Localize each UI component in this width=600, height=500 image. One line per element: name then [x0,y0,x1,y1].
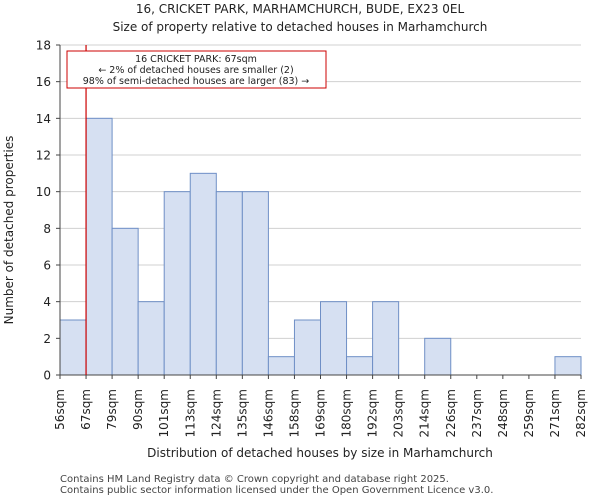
bar [189,172,217,376]
footer-copyright: Contains HM Land Registry data © Crown c… [60,474,449,485]
annotation-box [66,50,327,89]
bars [59,117,582,376]
bar [215,191,243,376]
x-tick-label: 259sqm [522,389,536,437]
x-tick-label: 56sqm [53,389,67,430]
footer-licence: Contains public sector information licen… [60,485,494,496]
bar [320,301,348,376]
bar [554,356,582,376]
x-tick-label: 135sqm [235,389,249,437]
x-tick-label: 180sqm [340,389,354,437]
y-tick-label: 16 [36,75,51,89]
y-axis-label: Number of detached properties [2,136,16,325]
x-tick-label: 67sqm [79,389,93,430]
x-tick-label: 158sqm [287,389,301,437]
y-tick-label: 18 [36,39,51,53]
x-tick-label: 214sqm [418,389,432,437]
x-tick-label: 101sqm [157,389,171,437]
y-tick-label: 12 [36,149,51,163]
bar [293,319,322,376]
x-tick-label: 169sqm [314,389,328,437]
x-tick-label: 248sqm [496,389,510,437]
bar [59,319,87,376]
x-tick-label: 203sqm [392,389,406,437]
chart-subtitle: Size of property relative to detached ho… [113,20,488,34]
chart-title: 16, CRICKET PARK, MARHAMCHURCH, BUDE, EX… [136,2,465,16]
annotation-line: 16 CRICKET PARK: 67sqm [135,54,257,65]
annotation-line: 98% of semi-detached houses are larger (… [83,76,310,87]
x-tick-label: 192sqm [366,389,380,437]
x-tick-label: 113sqm [183,389,197,437]
y-tick-label: 6 [43,259,51,273]
y-tick-label: 8 [43,222,51,236]
x-tick-label: 226sqm [444,389,458,437]
bar [85,117,113,376]
bar [137,301,165,376]
property-marker: 16 CRICKET PARK: 67sqm← 2% of detached h… [66,45,327,375]
x-tick-label: 271sqm [548,389,562,437]
y-tick-label: 4 [43,295,51,309]
bar [163,191,191,376]
x-tick-label: 237sqm [470,389,484,437]
x-tick-label: 146sqm [261,389,275,437]
annotation-line: ← 2% of detached houses are smaller (2) [98,65,293,76]
bar [346,356,374,376]
bar [111,227,139,376]
y-tick-label: 14 [36,112,51,126]
y-tick-label: 10 [36,185,51,199]
axes: 0 2 4 6 8 10 12 14 16 18 56sqm 67sqm 79sqm 90sqm 101sq… [36,39,588,438]
x-tick-label: 90sqm [131,389,145,430]
bar [241,191,269,376]
bar [267,356,295,376]
x-tick-label: 79sqm [105,389,119,430]
x-tick-label: 282sqm [574,389,588,437]
bar [372,301,400,376]
x-axis-label: Distribution of detached houses by size … [147,446,493,460]
y-tick-label: 2 [43,332,51,346]
x-tick-label: 124sqm [209,389,223,437]
bar [424,337,452,376]
y-tick-label: 0 [43,369,51,383]
